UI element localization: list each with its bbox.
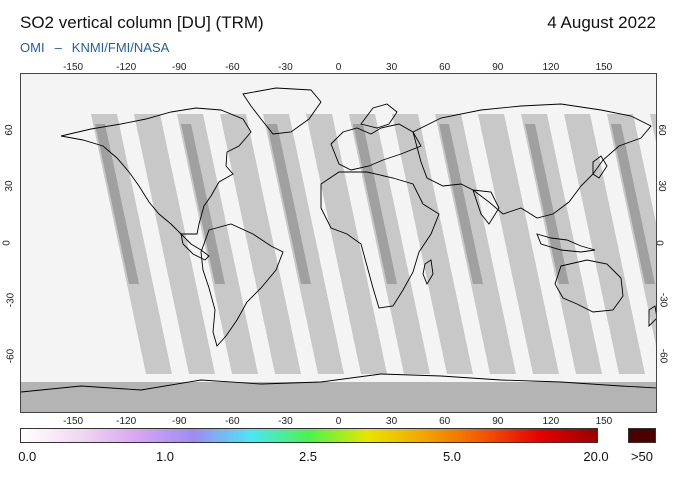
orbit-swath (134, 114, 215, 374)
top-lon-tick: 0 (335, 62, 342, 73)
colorbar-label: 20.0 (583, 449, 609, 464)
bottom-lon-tick: 150 (595, 416, 613, 427)
bottom-lon-tick: 120 (542, 416, 560, 427)
orbit-swath (392, 114, 473, 374)
coastlines (21, 87, 656, 393)
colorbar-label: 5.0 (442, 449, 462, 464)
coastline-greenland (242, 87, 322, 135)
colorbar-label: >50 (630, 449, 654, 464)
orbit-swath (650, 114, 656, 143)
orbit-swath (478, 114, 559, 374)
map-canvas (21, 74, 656, 412)
top-lon-tick: -30 (278, 62, 293, 73)
data-source: OMI – KNMI/FMI/NASA (20, 40, 169, 55)
top-lon-tick: -60 (225, 62, 240, 73)
orbit-swath (564, 114, 645, 374)
orbit-swath-overlap (181, 124, 225, 284)
coastline-europe (330, 123, 422, 171)
left-lat-tick: -60 (5, 349, 17, 364)
left-lat-tick: 60 (4, 124, 16, 136)
top-lon-tick: -120 (116, 62, 137, 73)
coastline-madagascar (422, 259, 434, 286)
orbit-swath-overlap (439, 124, 483, 284)
source-instrument: OMI (20, 40, 45, 55)
coastline-japan (592, 155, 608, 179)
bottom-lon-tick: -60 (225, 416, 240, 427)
bottom-lon-tick: 0 (335, 416, 342, 427)
bottom-lon-tick: -30 (278, 416, 293, 427)
coastline-scandinavia (360, 103, 398, 129)
source-institutions: KNMI/FMI/NASA (71, 40, 170, 55)
orbit-swaths (91, 114, 656, 374)
coastline-new-zealand (648, 305, 656, 328)
orbit-swath-overlap (267, 124, 311, 284)
colorbar-gradient (20, 428, 598, 443)
right-lat-tick: 60 (656, 124, 668, 136)
bottom-lon-tick: 90 (492, 416, 504, 427)
bottom-lon-tick: 30 (386, 416, 398, 427)
top-lon-tick: 30 (386, 62, 398, 73)
orbit-swath-overlap (525, 124, 569, 284)
bottom-lon-tick: 60 (439, 416, 451, 427)
top-lon-tick: 90 (492, 62, 504, 73)
map-date: 4 August 2022 (547, 13, 656, 32)
map-title: SO2 vertical column [DU] (TRM) (20, 13, 264, 32)
bottom-lon-tick: -150 (63, 416, 84, 427)
coastline-asia (412, 103, 652, 219)
antarctic-band (21, 382, 656, 412)
left-lat-tick: 0 (1, 240, 13, 246)
world-map (20, 73, 657, 413)
bottom-lon-tick: -90 (172, 416, 187, 427)
coastline-australia (554, 259, 624, 313)
top-lon-tick: 60 (439, 62, 451, 73)
right-lat-tick: 30 (656, 180, 668, 192)
left-lat-tick: 30 (4, 180, 16, 192)
top-lon-tick: -90 (172, 62, 187, 73)
right-lat-tick: -60 (657, 349, 669, 364)
coastline-indonesia (536, 233, 596, 253)
top-lon-tick: 120 (542, 62, 560, 73)
colorbar-max-swatch (628, 428, 656, 443)
top-lon-tick: -150 (63, 62, 84, 73)
source-separator: – (54, 40, 62, 55)
coastline-antarctica (21, 373, 656, 393)
orbit-swath-overlap (95, 124, 139, 284)
coastline-central-america (180, 232, 210, 261)
orbit-swath-overlap (611, 124, 655, 284)
coastline-south-america (200, 223, 284, 347)
colorbar-label: 2.5 (298, 449, 318, 464)
coastline-africa (320, 171, 440, 309)
bottom-lon-tick: -120 (116, 416, 137, 427)
coastline-north-america (60, 107, 252, 235)
orbit-swath (306, 114, 387, 374)
right-lat-tick: -30 (657, 292, 669, 307)
left-lat-tick: -30 (5, 292, 17, 307)
orbit-swath (607, 114, 656, 346)
colorbar-label: 1.0 (155, 449, 175, 464)
top-lon-tick: 150 (595, 62, 613, 73)
coastline-india (472, 189, 500, 225)
orbit-swath-overlap (353, 124, 397, 284)
colorbar-label: 0.0 (18, 449, 37, 464)
orbit-swath (220, 114, 301, 374)
